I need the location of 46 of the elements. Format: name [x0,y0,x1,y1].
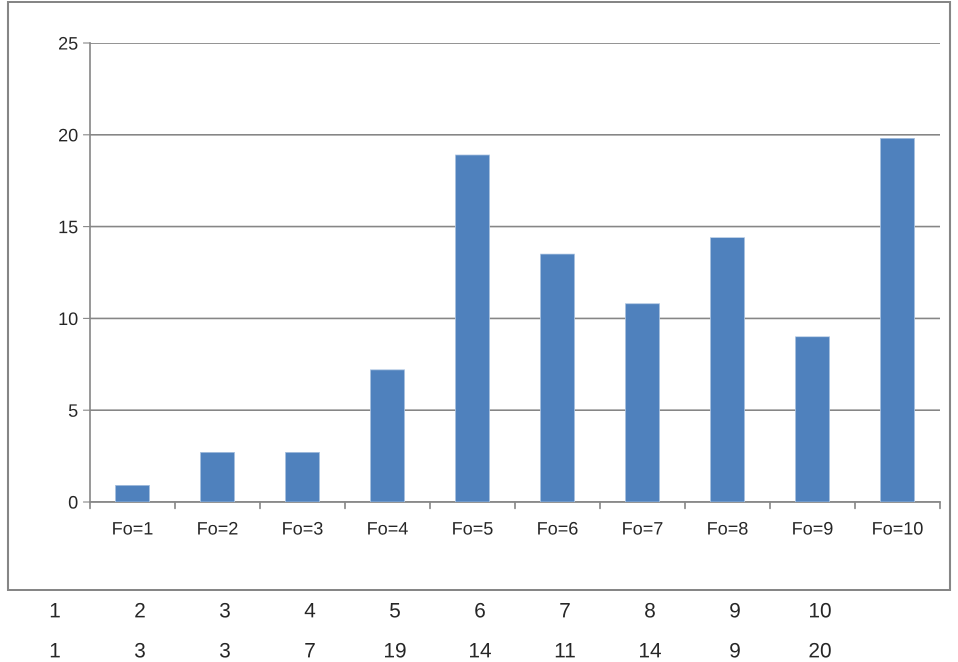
bar [880,138,915,502]
y-tick-label: 5 [68,404,78,417]
text: 9 [730,642,740,658]
bar [370,369,405,502]
text: 7 [305,643,315,658]
bar [285,452,320,502]
x-tick-label: Fo=10 [873,522,923,535]
x-tick-label: Fo=7 [623,522,662,535]
text: 1 [50,603,60,618]
y-tick-label: 10 [59,312,78,326]
bar [540,254,575,502]
text: 7 [560,603,570,618]
text: 14 [470,643,491,658]
text: 19 [385,642,406,658]
text: 10 [810,602,831,618]
text: 8 [645,602,655,618]
x-tick-label: Fo=6 [538,522,578,535]
x-tick-label: Fo=4 [368,522,408,535]
bar [710,237,745,502]
bar [200,452,235,502]
text: 11 [556,643,575,658]
x-tick-label: Fo=2 [198,522,238,535]
text: 1 [50,643,60,658]
text: 4 [304,603,316,618]
bar [795,336,830,502]
x-tick-label: Fo=9 [793,522,832,535]
text: 14 [640,643,661,658]
text: 3 [220,602,230,618]
y-tick-label: 15 [59,220,78,234]
y-tick-label: 20 [59,128,78,142]
text: 6 [475,602,485,618]
bar [625,303,660,502]
text: 20 [809,642,831,658]
text: 9 [730,602,740,618]
bar [115,485,150,502]
x-tick-label: Fo=8 [708,522,748,535]
y-tick-label: 0 [68,496,78,509]
x-tick-label: Fo=1 [113,522,152,535]
text: 3 [220,642,230,658]
text: 2 [135,602,145,618]
text: 5 [390,603,400,618]
x-tick-label: Fo=5 [453,522,493,535]
text: 3 [135,642,145,658]
y-tick-label: 25 [59,36,78,50]
x-tick-label: Fo=3 [283,522,323,535]
bar [455,154,490,502]
